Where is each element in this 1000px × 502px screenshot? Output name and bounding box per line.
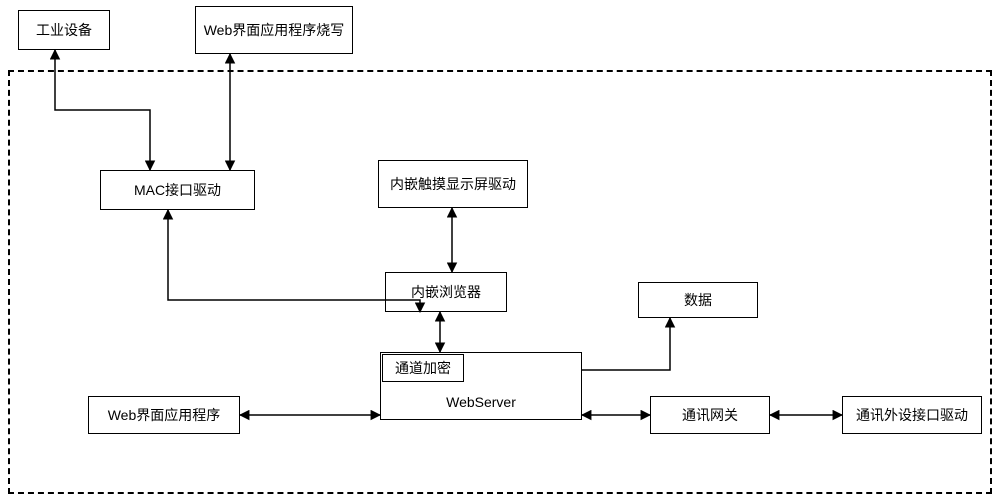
node-embedded-browser: 内嵌浏览器 — [385, 272, 507, 312]
label: 数据 — [684, 291, 712, 309]
node-peripheral-driver: 通讯外设接口驱动 — [842, 396, 982, 434]
node-touch-display-driver: 内嵌触摸显示屏驱动 — [378, 160, 528, 208]
label: 内嵌触摸显示屏驱动 — [390, 175, 516, 193]
label: Web界面应用程序 — [108, 406, 221, 424]
diagram-canvas: 工业设备 Web界面应用程序烧写 MAC接口驱动 内嵌触摸显示屏驱动 内嵌浏览器… — [0, 0, 1000, 502]
node-industrial-equipment: 工业设备 — [18, 10, 110, 50]
node-data: 数据 — [638, 282, 758, 318]
label: MAC接口驱动 — [134, 181, 221, 199]
label: Web界面应用程序烧写 — [204, 21, 345, 39]
node-comm-gateway: 通讯网关 — [650, 396, 770, 434]
label: 通讯网关 — [682, 406, 738, 424]
label: 通道加密 — [395, 359, 451, 377]
node-web-app-burn: Web界面应用程序烧写 — [195, 6, 353, 54]
node-channel-encryption: 通道加密 — [382, 354, 464, 382]
label: 通讯外设接口驱动 — [856, 406, 968, 424]
label: 工业设备 — [36, 21, 92, 39]
label: WebServer — [446, 393, 516, 411]
node-web-app: Web界面应用程序 — [88, 396, 240, 434]
label: 内嵌浏览器 — [411, 283, 481, 301]
node-mac-driver: MAC接口驱动 — [100, 170, 255, 210]
